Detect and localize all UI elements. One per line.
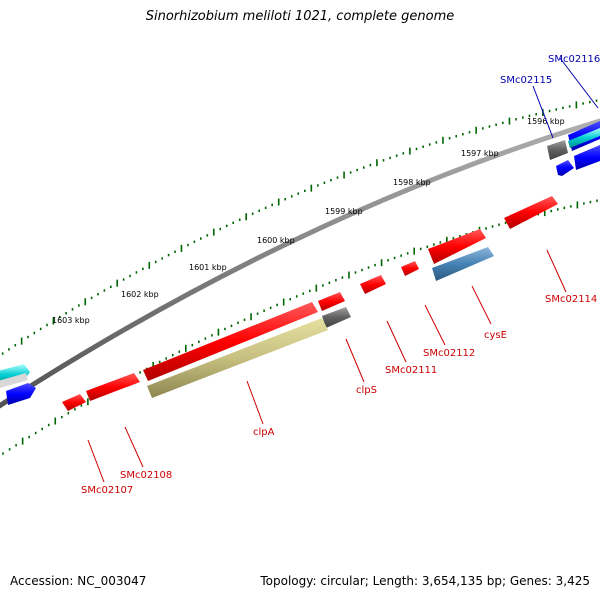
gene-SMc02112[interactable]	[401, 261, 419, 276]
gene-clpA-red[interactable]	[143, 302, 318, 381]
connector-SMc02108	[124, 426, 144, 468]
label-SMc02112[interactable]: SMc02112	[423, 348, 475, 359]
label-SMc02108[interactable]: SMc02108	[120, 470, 172, 481]
scale-label: 1598 kbp	[393, 178, 431, 187]
connector-SMc02115	[532, 85, 554, 139]
outer-tick-row	[1, 99, 598, 355]
scale-label: 1601 kbp	[189, 263, 227, 272]
gene-clpS[interactable]	[318, 292, 345, 311]
genome-summary: Topology: circular; Length: 3,654,135 bp…	[260, 574, 590, 588]
label-clpS[interactable]: clpS	[356, 385, 377, 396]
gene-SMc02111[interactable]	[360, 275, 386, 294]
scale-label: 1600 kbp	[257, 236, 295, 245]
label-cysE[interactable]: cysE	[484, 330, 507, 341]
genome-backbone	[0, 118, 600, 409]
connector-SMc02116	[559, 57, 599, 109]
label-SMc02111[interactable]: SMc02111	[385, 365, 437, 376]
scale-label: 1596 kbp	[527, 117, 565, 126]
accession-text: Accession: NC_003047	[10, 574, 147, 588]
connector-SMc02107	[87, 439, 105, 483]
gene-SMc02107[interactable]	[62, 394, 86, 411]
scale-label: 1602 kbp	[121, 290, 159, 299]
gene-cysE[interactable]	[432, 247, 494, 281]
label-SMc02116[interactable]: SMc02116	[548, 54, 600, 65]
gene-left-blue[interactable]	[6, 383, 36, 405]
map-title: Sinorhizobium meliloti 1021, complete ge…	[145, 9, 455, 24]
connector-clpA	[246, 380, 264, 425]
gene-SMc02108[interactable]	[86, 373, 140, 401]
label-SMc02115[interactable]: SMc02115	[500, 75, 552, 86]
gene-clpS-gray[interactable]	[322, 307, 351, 328]
gene-blue-small[interactable]	[556, 160, 574, 176]
gene-SMc02116[interactable]	[568, 121, 600, 151]
scale-label: 1603 kbp	[52, 316, 90, 325]
gene-SMc02113[interactable]	[428, 229, 486, 264]
label-SMc02114[interactable]: SMc02114	[545, 294, 597, 305]
gene-left-gray[interactable]	[0, 373, 28, 388]
gene-SMc02116-lower[interactable]	[574, 145, 600, 170]
connector-cysE	[471, 285, 492, 325]
connector-clpS	[345, 338, 365, 383]
gene-SMc02115[interactable]	[547, 140, 568, 160]
connector-SMc02112	[424, 304, 446, 346]
label-clpA[interactable]: clpA	[253, 427, 275, 438]
scale-label: 1597 kbp	[461, 149, 499, 158]
gene-clpA[interactable]	[147, 318, 328, 398]
label-SMc02107[interactable]: SMc02107	[81, 485, 133, 496]
connector-SMc02114	[546, 249, 567, 293]
gene-SMc02114[interactable]	[504, 196, 558, 229]
scale-label: 1599 kbp	[325, 207, 363, 216]
inner-tick-row	[2, 199, 598, 455]
connector-SMc02111	[386, 320, 407, 363]
